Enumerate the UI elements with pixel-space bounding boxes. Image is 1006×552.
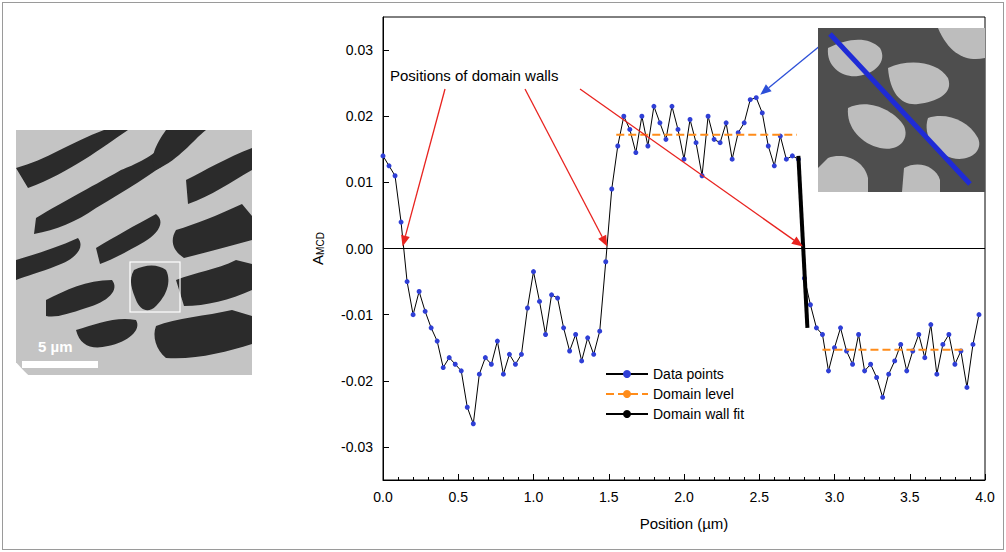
svg-text:Domain level: Domain level (653, 386, 734, 402)
svg-text:-0.03: -0.03 (341, 439, 373, 455)
svg-text:0.0: 0.0 (373, 489, 393, 505)
svg-text:0.00: 0.00 (346, 241, 373, 257)
svg-text:-0.02: -0.02 (341, 373, 373, 389)
svg-text:-0.01: -0.01 (341, 307, 373, 323)
svg-text:2.0: 2.0 (674, 489, 694, 505)
svg-text:0.03: 0.03 (346, 42, 373, 58)
svg-text:Data points: Data points (653, 366, 724, 382)
svg-text:1.0: 1.0 (524, 489, 544, 505)
svg-text:1.5: 1.5 (599, 489, 619, 505)
svg-text:3.0: 3.0 (825, 489, 845, 505)
svg-text:5 µm: 5 µm (38, 338, 73, 355)
svg-text:Positions of domain walls: Positions of domain walls (390, 67, 558, 84)
svg-text:3.5: 3.5 (900, 489, 920, 505)
svg-text:0.02: 0.02 (346, 108, 373, 124)
svg-text:Position (µm): Position (µm) (640, 515, 729, 532)
svg-text:0.5: 0.5 (449, 489, 469, 505)
svg-text:MCD: MCD (315, 232, 326, 255)
svg-text:A: A (309, 255, 326, 265)
svg-text:0.01: 0.01 (346, 174, 373, 190)
svg-text:Domain wall fit: Domain wall fit (653, 406, 744, 422)
svg-text:4.0: 4.0 (975, 489, 995, 505)
svg-text:2.5: 2.5 (750, 489, 770, 505)
